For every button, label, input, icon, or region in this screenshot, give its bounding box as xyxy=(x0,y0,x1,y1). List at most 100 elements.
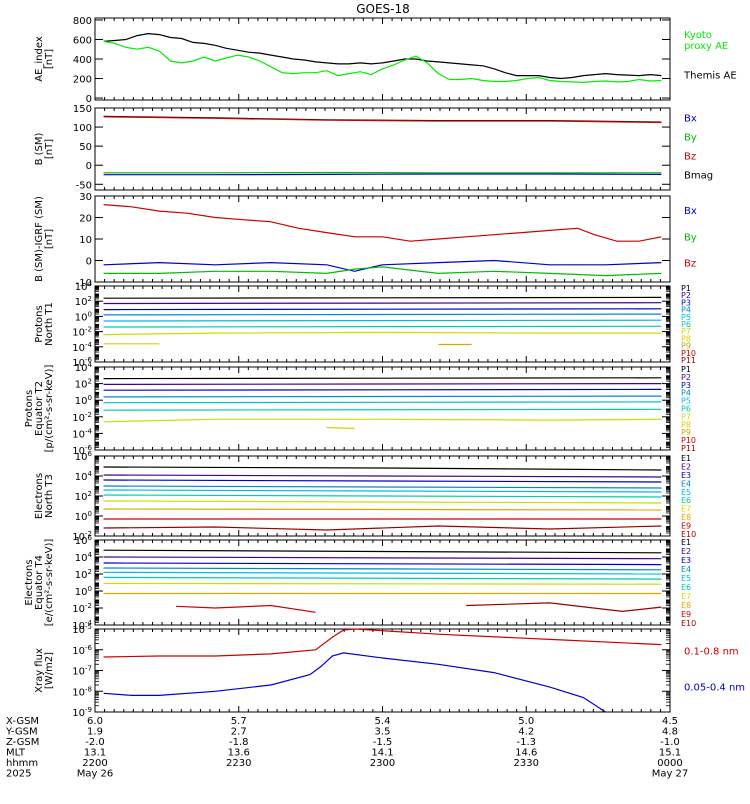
legend-p11: P11 xyxy=(681,444,696,453)
series-p7 xyxy=(104,332,662,334)
series-e1 xyxy=(104,467,662,470)
y-tick-label: 102 xyxy=(75,490,92,503)
series-e6 xyxy=(104,577,662,579)
legend-p11: P11 xyxy=(681,356,696,365)
x-tick-value: 2300 xyxy=(370,758,395,769)
x-tick-value: 2.7 xyxy=(231,727,247,738)
y-axis-label: [nT] xyxy=(44,139,55,159)
x-tick-value: 6.0 xyxy=(87,716,103,727)
x-tick-value: 4.5 xyxy=(662,716,678,727)
legend-bx: Bx xyxy=(684,206,697,217)
legend-e10: E10 xyxy=(681,619,696,628)
series-e5 xyxy=(104,490,662,492)
series-p1 xyxy=(104,378,662,379)
y-axis-label: [e/(cm²-s-sr-keV)] xyxy=(44,539,55,627)
y-tick-label: 200 xyxy=(73,75,92,86)
series-e8 xyxy=(104,509,662,510)
series-e4 xyxy=(104,568,662,570)
legend-e5: E5 xyxy=(681,574,691,583)
legend-e3: E3 xyxy=(681,556,691,565)
series-p5 xyxy=(104,320,662,321)
y-tick-label: 104 xyxy=(75,551,93,564)
series-p1 xyxy=(104,297,662,298)
x-row-label: MLT xyxy=(6,748,26,759)
series-0-05-0-4-nm xyxy=(104,653,606,712)
y-tick-label: 100 xyxy=(73,123,92,134)
y-tick-label: 102 xyxy=(75,568,92,581)
y-tick-label: 106 xyxy=(75,450,93,463)
legend-0-1-0-8-nm: 0.1-0.8 nm xyxy=(684,646,739,657)
y-tick-label: 104 xyxy=(75,470,93,483)
series-e6 xyxy=(104,495,662,497)
y-tick-label: 50 xyxy=(79,142,92,153)
series-e3 xyxy=(104,480,662,482)
y-tick-label: 102 xyxy=(75,378,92,391)
series-p2 xyxy=(104,303,662,304)
x-row-label: X-GSM xyxy=(6,716,39,727)
series-e10 xyxy=(104,526,662,530)
y-tick-label: 10-2 xyxy=(72,326,92,339)
x-tick-value: 4.8 xyxy=(662,727,678,738)
series-p4 xyxy=(104,314,662,315)
x-tick-value: May 26 xyxy=(77,769,114,780)
series-e1 xyxy=(104,550,662,553)
series-by xyxy=(104,267,662,276)
y-tick-label: 30 xyxy=(79,192,92,203)
x-row-label: Z-GSM xyxy=(6,737,39,748)
series-e2 xyxy=(104,475,662,477)
y-tick-label: 150 xyxy=(73,104,92,115)
series-p5 xyxy=(104,402,662,403)
series-p7 xyxy=(104,419,662,422)
y-axis-label: [nT] xyxy=(44,229,55,249)
series-bz xyxy=(104,205,662,242)
y-tick-label: 100 xyxy=(75,310,92,323)
x-tick-value: -1.3 xyxy=(516,737,536,748)
y-tick-label: 100 xyxy=(75,585,92,598)
legend-bx: Bx xyxy=(684,113,697,124)
legend-themis-ae: Themis AE xyxy=(683,71,737,82)
x-tick-value: -1.0 xyxy=(660,737,680,748)
y-tick-label: 10-4 xyxy=(72,341,92,354)
x-tick-value: 5.0 xyxy=(518,716,534,727)
legend-kyoto-proxy-ae: proxy AE xyxy=(684,41,728,52)
legend-kyoto-proxy-ae: Kyoto xyxy=(684,30,712,41)
x-tick-value: 14.1 xyxy=(371,748,393,759)
y-tick-label: 10-4 xyxy=(72,427,92,440)
panel-frame xyxy=(95,196,670,282)
panel-frame xyxy=(95,18,670,100)
series-themis-ae xyxy=(104,34,662,79)
x-tick-value: 4.2 xyxy=(518,727,534,738)
x-tick-value: 3.5 xyxy=(375,727,391,738)
legend-by: By xyxy=(684,232,697,243)
series-e5 xyxy=(104,572,662,574)
x-tick-value: 5.7 xyxy=(231,716,247,727)
x-tick-value: 0000 xyxy=(657,758,682,769)
series-p6 xyxy=(104,409,662,410)
series-p2 xyxy=(104,384,662,385)
legend-0-05-0-4-nm: 0.05-0.4 nm xyxy=(684,682,745,693)
y-tick-label: 10-5 xyxy=(72,623,92,636)
x-tick-value: May 27 xyxy=(652,769,689,780)
x-tick-value: 2330 xyxy=(514,758,539,769)
legend-bz: Bz xyxy=(684,151,696,162)
y-tick-label: 10 xyxy=(79,235,92,246)
panel-frame xyxy=(95,367,670,450)
series-e3 xyxy=(104,563,662,565)
y-tick-label: 400 xyxy=(73,55,92,66)
y-axis-label: North T3 xyxy=(44,474,55,518)
x-tick-value: -1.8 xyxy=(229,737,249,748)
